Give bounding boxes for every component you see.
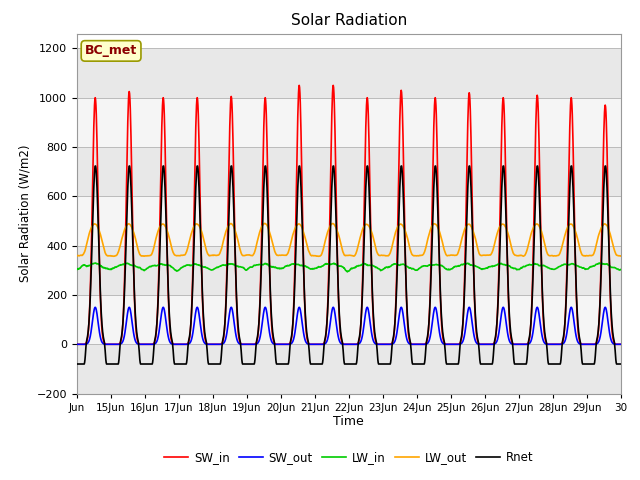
- Rnet: [440, 334, 447, 340]
- Bar: [77, 295, 621, 344]
- Rnet: [92, 163, 99, 169]
- SW_out: [617, 341, 625, 347]
- Bar: [77, 344, 621, 394]
- LW_out: [73, 253, 81, 259]
- LW_in: [324, 261, 332, 267]
- Line: LW_in: LW_in: [77, 263, 621, 272]
- Rnet: [73, 361, 81, 367]
- LW_in: [364, 262, 371, 268]
- Legend: SW_in, SW_out, LW_in, LW_out, Rnet: SW_in, SW_out, LW_in, LW_out, Rnet: [159, 446, 538, 469]
- LW_out: [440, 243, 447, 249]
- SW_in: [73, 341, 81, 347]
- LW_in: [617, 266, 625, 272]
- LW_out: [291, 228, 298, 233]
- Rnet: [412, 361, 419, 367]
- LW_in: [73, 266, 81, 272]
- Rnet: [102, 361, 110, 367]
- LW_out: [87, 227, 95, 232]
- Bar: [77, 196, 621, 246]
- LW_out: [617, 253, 625, 259]
- SW_out: [291, 334, 298, 339]
- LW_in: [412, 267, 419, 273]
- LW_in: [440, 264, 447, 269]
- X-axis label: Time: Time: [333, 415, 364, 429]
- SW_in: [411, 341, 419, 347]
- LW_out: [261, 220, 269, 226]
- Rnet: [324, 294, 332, 300]
- SW_in: [290, 297, 298, 302]
- LW_out: [364, 222, 371, 228]
- SW_in: [324, 297, 332, 302]
- SW_in: [87, 276, 95, 281]
- SW_out: [73, 341, 81, 347]
- LW_in: [92, 260, 99, 266]
- Text: BC_met: BC_met: [85, 44, 137, 58]
- Bar: [77, 98, 621, 147]
- Bar: [77, 246, 621, 295]
- LW_in: [87, 262, 95, 267]
- SW_in: [439, 336, 447, 342]
- LW_out: [412, 253, 419, 259]
- LW_out: [315, 253, 323, 259]
- LW_out: [324, 228, 332, 233]
- Bar: [77, 48, 621, 98]
- SW_in: [296, 83, 303, 88]
- SW_in: [617, 341, 625, 347]
- Line: SW_in: SW_in: [77, 85, 621, 344]
- Line: SW_out: SW_out: [77, 307, 621, 344]
- Rnet: [617, 361, 625, 367]
- Bar: [77, 147, 621, 196]
- Line: LW_out: LW_out: [77, 223, 621, 256]
- SW_out: [363, 305, 371, 311]
- SW_out: [324, 335, 332, 341]
- SW_out: [92, 304, 99, 310]
- SW_out: [439, 341, 447, 347]
- Rnet: [364, 163, 371, 169]
- Rnet: [291, 285, 298, 291]
- Title: Solar Radiation: Solar Radiation: [291, 13, 407, 28]
- LW_in: [291, 261, 298, 267]
- Rnet: [87, 285, 95, 291]
- SW_in: [363, 97, 371, 103]
- Y-axis label: Solar Radiation (W/m2): Solar Radiation (W/m2): [18, 145, 31, 282]
- SW_out: [87, 332, 95, 337]
- Line: Rnet: Rnet: [77, 166, 621, 364]
- LW_in: [344, 269, 351, 275]
- SW_out: [411, 341, 419, 347]
